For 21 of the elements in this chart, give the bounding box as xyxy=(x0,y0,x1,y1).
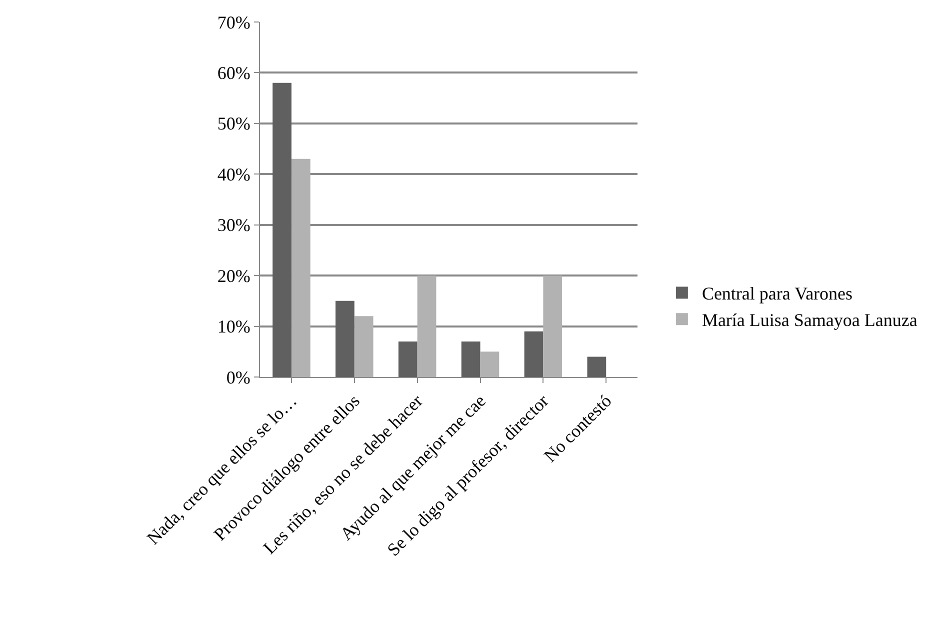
bar xyxy=(461,342,480,377)
y-tick-label: 20% xyxy=(217,266,250,286)
bar xyxy=(398,342,418,377)
y-tick-label: 30% xyxy=(217,215,250,236)
bar xyxy=(543,276,562,377)
y-tick-label: 50% xyxy=(217,114,250,134)
bar xyxy=(587,356,606,377)
legend-label: María Luisa Samayoa Lanuza xyxy=(702,310,918,330)
y-tick-label: 10% xyxy=(217,316,250,337)
bar xyxy=(291,158,310,377)
y-tick-label: 70% xyxy=(217,12,250,32)
bar xyxy=(417,276,436,377)
bar xyxy=(354,316,374,377)
y-tick-label: 0% xyxy=(226,367,250,388)
bar xyxy=(272,82,292,377)
bar xyxy=(524,331,544,377)
y-tick-label: 40% xyxy=(217,164,250,184)
bar xyxy=(336,300,354,377)
legend-label: Central para Varones xyxy=(702,284,853,304)
bar xyxy=(480,352,500,377)
y-tick-label: 60% xyxy=(217,63,250,84)
